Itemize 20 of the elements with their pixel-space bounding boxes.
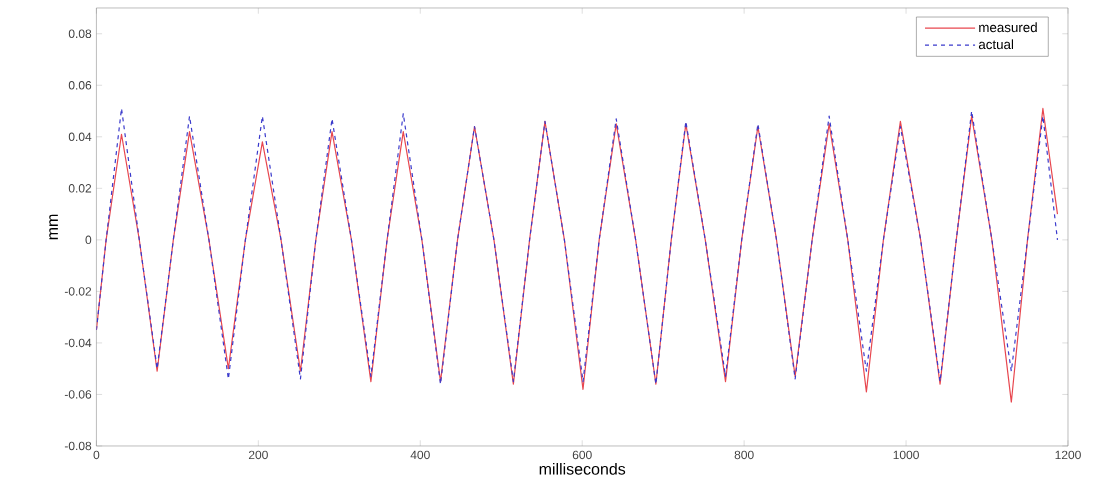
legend-label: measured [979,22,1037,33]
x-axis-title: milliseconds [539,463,626,475]
y-tick-label: 0.08 [68,29,92,39]
y-tick-label: -0.04 [64,338,92,348]
x-tick-label: 800 [734,450,754,460]
x-tick-label: 1000 [893,450,919,460]
x-tick-label: 1200 [1055,450,1081,460]
x-tick-label: 200 [248,450,268,460]
x-tick-label: 600 [572,450,592,460]
y-tick-label: 0.04 [68,132,92,142]
y-tick-label: 0 [85,235,92,245]
y-tick-label: -0.08 [64,441,92,451]
x-tick-label: 400 [410,450,430,460]
y-tick-label: -0.06 [64,390,92,399]
x-tick-label: 0 [93,450,100,460]
y-tick-label: 0.02 [68,184,92,193]
y-tick-label: -0.02 [64,287,92,296]
legend-label: actual [978,39,1014,50]
y-axis-title: mm [49,214,58,240]
y-tick-label: 0.06 [68,81,92,90]
